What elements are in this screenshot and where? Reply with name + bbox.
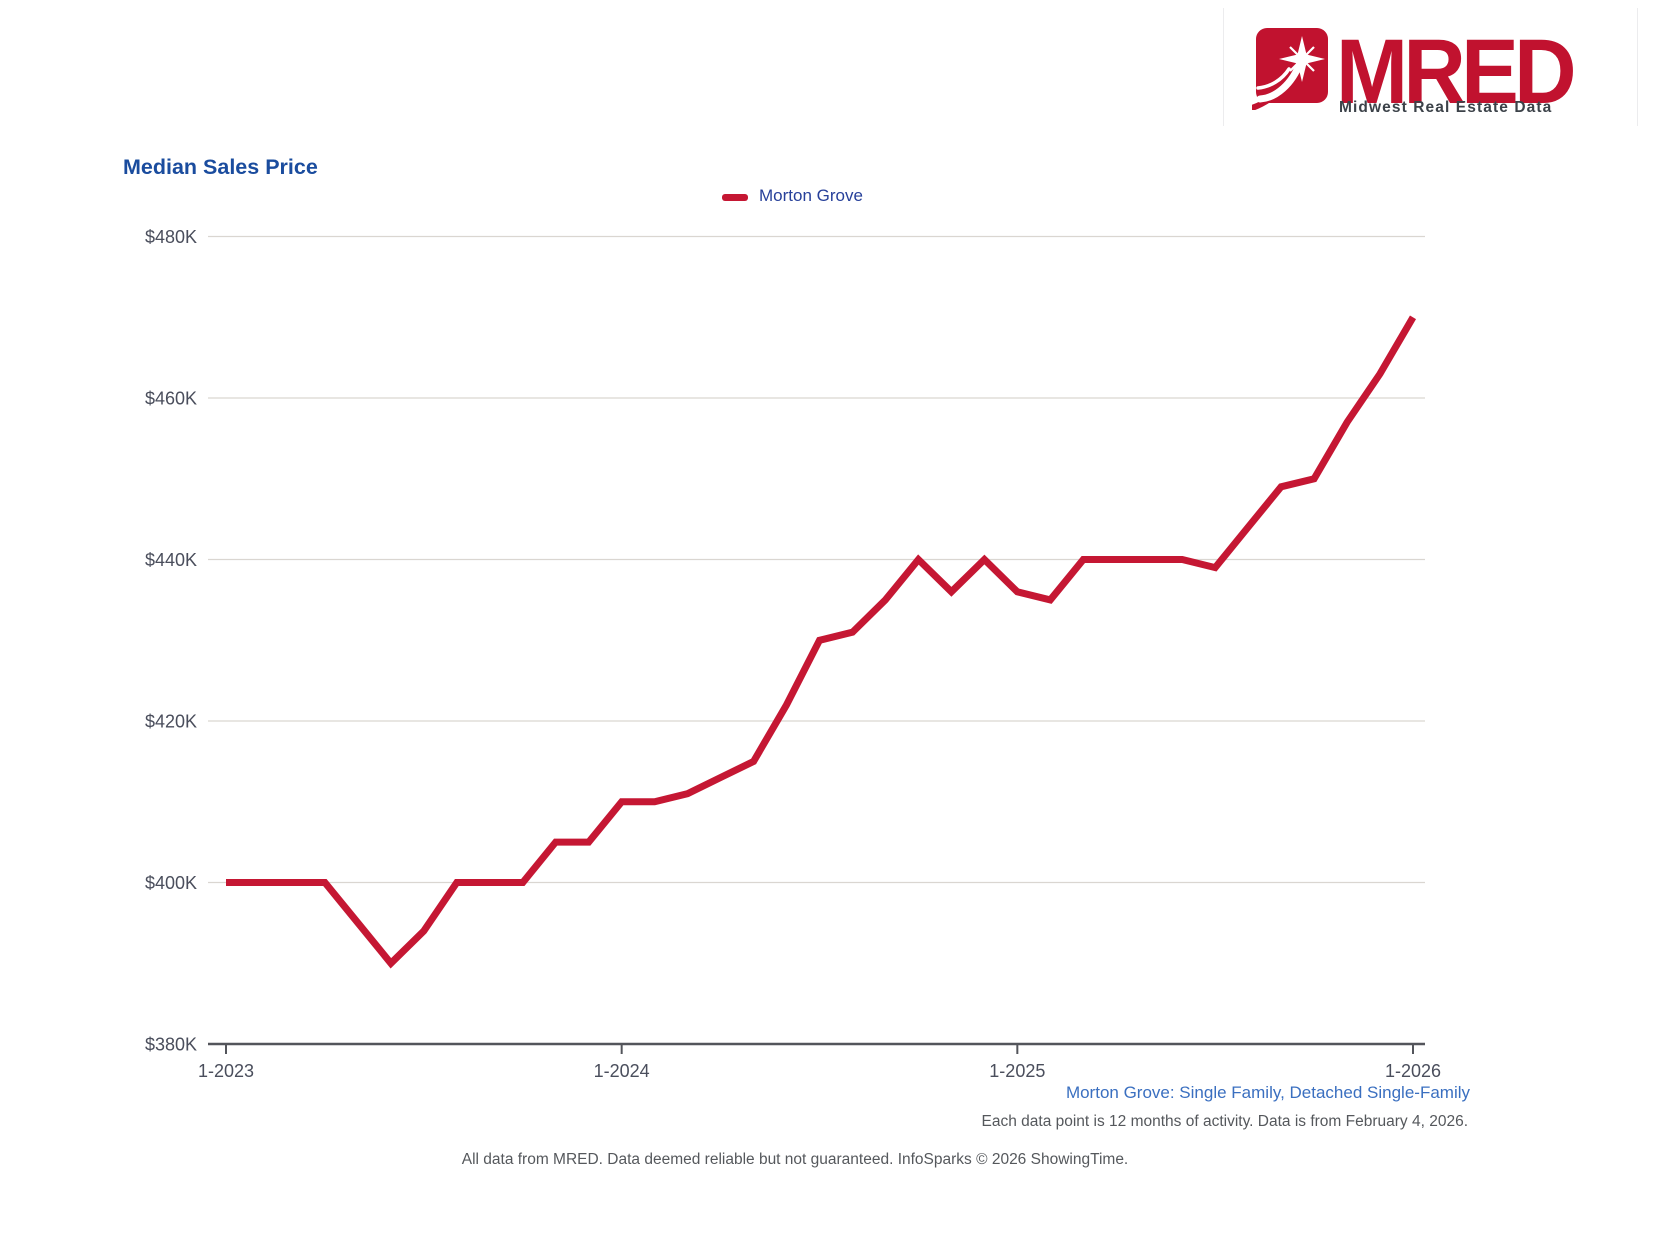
y-axis-label: $400K bbox=[145, 873, 197, 893]
legend-label: Morton Grove bbox=[759, 186, 863, 205]
x-axis-label: 1-2026 bbox=[1385, 1061, 1441, 1081]
series-line-morton-grove[interactable] bbox=[226, 315, 1417, 969]
header-divider-left bbox=[1223, 8, 1224, 126]
data-note: Each data point is 12 months of activity… bbox=[981, 1113, 1468, 1130]
y-axis-label: $480K bbox=[145, 227, 197, 247]
y-axis-label: $380K bbox=[145, 1035, 197, 1055]
brand-name: MRED bbox=[1336, 21, 1577, 123]
x-axis-label: 1-2024 bbox=[594, 1061, 650, 1081]
y-axis-label: $460K bbox=[145, 389, 197, 409]
legend-line-swatch bbox=[722, 194, 748, 201]
x-axis-label: 1-2023 bbox=[198, 1061, 254, 1081]
header-divider-right bbox=[1637, 8, 1638, 126]
x-axis-label: 1-2025 bbox=[989, 1061, 1045, 1081]
chart-subtitle: Morton Grove: Single Family, Detached Si… bbox=[1065, 1083, 1470, 1102]
chart-title: Median Sales Price bbox=[123, 155, 318, 179]
brand-tagline: Midwest Real Estate Data bbox=[1339, 99, 1553, 116]
disclaimer: All data from MRED. Data deemed reliable… bbox=[461, 1151, 1129, 1168]
mred-logo-icon bbox=[1249, 28, 1332, 111]
y-axis-label: $420K bbox=[145, 712, 197, 732]
y-axis-label: $440K bbox=[145, 550, 197, 570]
chart-legend: Morton Grove bbox=[722, 186, 863, 206]
